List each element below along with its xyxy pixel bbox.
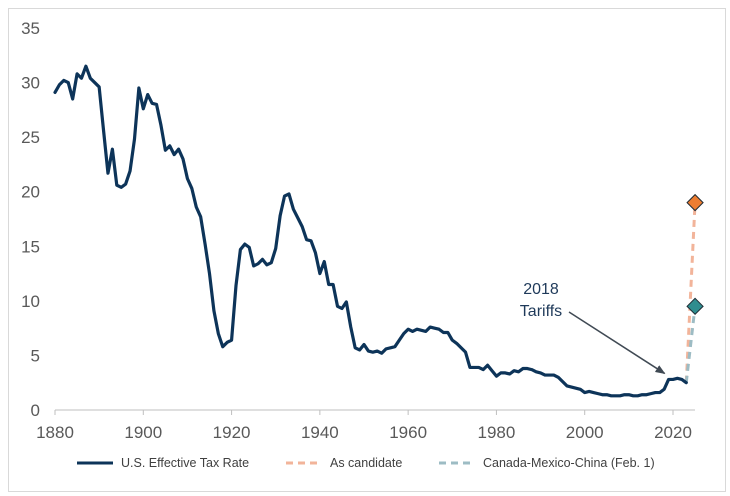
x-tick-label: 1920: [213, 423, 251, 442]
y-tick-label: 20: [21, 183, 40, 202]
x-tick-label: 1980: [478, 423, 516, 442]
x-tick-label: 1940: [301, 423, 339, 442]
annotation-arrow: [568, 311, 666, 375]
annotation-layer: 2018 Tariffs: [520, 281, 666, 375]
series-layer: [53, 64, 704, 398]
y-tick-label: 15: [21, 237, 40, 256]
x-tick-label: 2020: [654, 423, 692, 442]
chart-frame: [8, 8, 726, 492]
legend-label: As candidate: [330, 456, 402, 470]
as-candidate-marker: [686, 193, 704, 212]
y-tick-label: 0: [31, 401, 40, 420]
series-line-us-effective-tax-rate: [53, 64, 688, 398]
legend-item-as-candidate: As candidate: [286, 456, 402, 470]
legend-item-us-effective-tax-rate: U.S. Effective Tax Rate: [77, 456, 249, 470]
series-line-canada-mexico-china: [684, 306, 697, 383]
y-tick-label: 25: [21, 128, 40, 147]
x-axis-labels: 1880 1900 1920 1940 1960 1980 2000 2020: [36, 423, 692, 442]
y-tick-label: 35: [21, 19, 40, 38]
series-line-as-candidate: [684, 202, 697, 383]
x-tick-label: 1960: [389, 423, 427, 442]
legend: U.S. Effective Tax Rate As candidate Canad…: [77, 456, 655, 470]
legend-item-canada-mexico-china: Canada-Mexico-China (Feb. 1): [439, 456, 655, 470]
annotation-label-line1: 2018: [523, 281, 559, 298]
y-tick-label: 30: [21, 74, 40, 93]
x-tick-label: 1880: [36, 423, 74, 442]
x-tick-label: 1900: [124, 423, 162, 442]
x-tick-label: 2000: [566, 423, 604, 442]
annotation-label-line2: Tariffs: [520, 303, 562, 320]
legend-label: Canada-Mexico-China (Feb. 1): [483, 456, 655, 470]
canada-mexico-china-marker: [686, 297, 704, 316]
y-tick-label: 10: [21, 292, 40, 311]
x-axis-ticks: [54, 410, 674, 415]
legend-label: U.S. Effective Tax Rate: [121, 456, 249, 470]
y-tick-label: 5: [31, 346, 40, 365]
y-axis-labels: 0 5 10 15 20 25 30 35: [21, 19, 40, 420]
